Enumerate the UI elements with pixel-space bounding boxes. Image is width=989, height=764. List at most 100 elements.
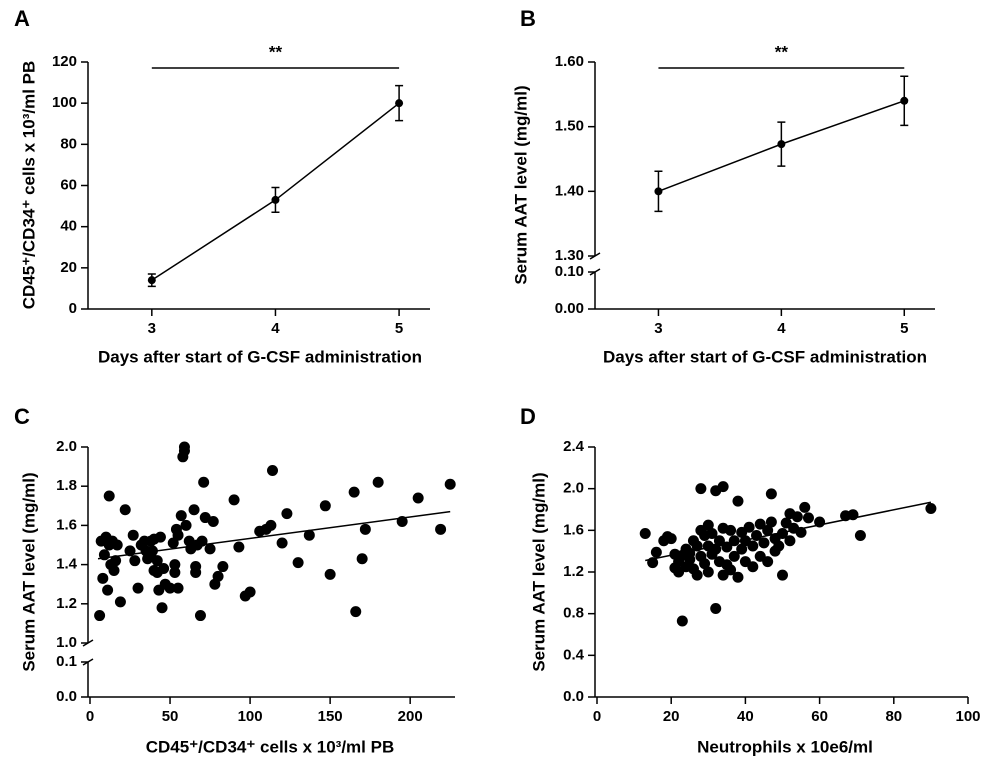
y-tick-label: 2.0 [56, 438, 77, 455]
significance-label: ** [775, 42, 789, 61]
data-point [777, 527, 788, 539]
data-point [151, 555, 163, 567]
data-point [94, 610, 106, 622]
x-axis-title: CD45⁺/CD34⁺ cells x 10³/ml PB [146, 737, 395, 756]
data-point [777, 140, 786, 149]
y-tick-label: 1.2 [563, 563, 584, 580]
data-point [732, 571, 744, 583]
y-tick-label: 1.2 [56, 595, 77, 612]
data-point [802, 512, 814, 524]
y-tick-label: 40 [60, 218, 77, 235]
data-point [925, 502, 937, 514]
x-tick-label: 3 [654, 320, 662, 337]
x-tick-label: 3 [148, 320, 156, 337]
data-point [743, 521, 755, 533]
y-tick-label: 1.8 [56, 477, 77, 494]
x-tick-label: 4 [271, 320, 280, 337]
data-point [217, 561, 229, 573]
data-point [699, 558, 711, 570]
fit-line [97, 510, 451, 560]
y-axis-title: CD45⁺/CD34⁺ cells x 10³/ml PB [19, 61, 38, 310]
data-point [854, 530, 866, 542]
data-point [747, 561, 759, 573]
y-tick-label: 1.4 [56, 556, 78, 573]
data-point [190, 566, 202, 578]
data-point [108, 564, 120, 576]
data-point [691, 569, 703, 581]
data-point [713, 535, 725, 547]
data-point [324, 568, 336, 580]
data-point [172, 529, 184, 541]
data-point [110, 555, 122, 567]
y-tick-label: 1.0 [56, 634, 77, 651]
data-point [435, 523, 447, 535]
data-point [762, 556, 774, 568]
panel-label: B [520, 6, 536, 31]
x-tick-label: 100 [238, 708, 263, 725]
data-point [103, 490, 115, 502]
data-point [762, 524, 774, 536]
y-tick-label: 0.0 [563, 688, 584, 705]
x-tick-label: 80 [885, 708, 902, 725]
data-point [725, 524, 737, 536]
fit-line [645, 501, 932, 562]
data-point [758, 537, 770, 549]
data-point [395, 99, 404, 108]
data-point [207, 515, 219, 527]
data-point [791, 511, 803, 523]
y-tick-label: 0.8 [563, 605, 584, 622]
data-point [303, 529, 315, 541]
data-point [706, 527, 718, 539]
y-axis-title: Serum AAT level (mg/ml) [511, 85, 530, 284]
panel-label: D [520, 404, 536, 429]
data-point [725, 564, 737, 576]
data-point [228, 494, 240, 506]
data-point [319, 500, 331, 512]
y-tick-label: 0.1 [56, 653, 77, 670]
y-tick-label: 0 [69, 300, 77, 317]
y-tick-label: 1.6 [563, 521, 584, 538]
data-point [732, 495, 744, 507]
data-point [175, 510, 187, 522]
data-point [169, 559, 181, 571]
data-point [233, 541, 245, 553]
data-point [728, 550, 740, 562]
data-point [695, 483, 707, 495]
data-point [650, 546, 662, 558]
data-point [765, 488, 777, 500]
x-tick-label: 40 [737, 708, 754, 725]
data-point [654, 187, 663, 196]
data-point [639, 527, 651, 539]
data-point [799, 501, 811, 513]
y-tick-label: 80 [60, 135, 77, 152]
x-tick-label: 100 [955, 708, 980, 725]
data-point [172, 582, 184, 594]
data-point [702, 566, 714, 578]
y-tick-label: 0.4 [563, 646, 585, 663]
y-tick-label: 0.0 [56, 688, 77, 705]
data-point [444, 478, 456, 490]
y-axis-title: Serum AAT level (mg/ml) [19, 472, 38, 671]
data-point [702, 519, 714, 531]
data-point [114, 596, 126, 608]
data-point [158, 563, 170, 575]
data-point [147, 276, 156, 285]
data-point [129, 555, 141, 567]
data-point [194, 610, 206, 622]
data-point [717, 481, 729, 493]
data-point [188, 504, 200, 516]
data-point [97, 572, 109, 584]
data-point [372, 476, 384, 488]
data-point [119, 504, 131, 516]
data-point [154, 531, 166, 543]
data-point [765, 516, 777, 528]
y-tick-label: 2.0 [563, 480, 584, 497]
y-tick-label: 2.4 [563, 438, 585, 455]
x-tick-label: 0 [86, 708, 94, 725]
x-axis-title: Neutrophils x 10e6/ml [697, 737, 873, 756]
data-point [102, 584, 114, 596]
data-point [292, 557, 304, 569]
x-axis-title: Days after start of G-CSF administration [98, 347, 422, 366]
x-tick-label: 5 [395, 320, 403, 337]
